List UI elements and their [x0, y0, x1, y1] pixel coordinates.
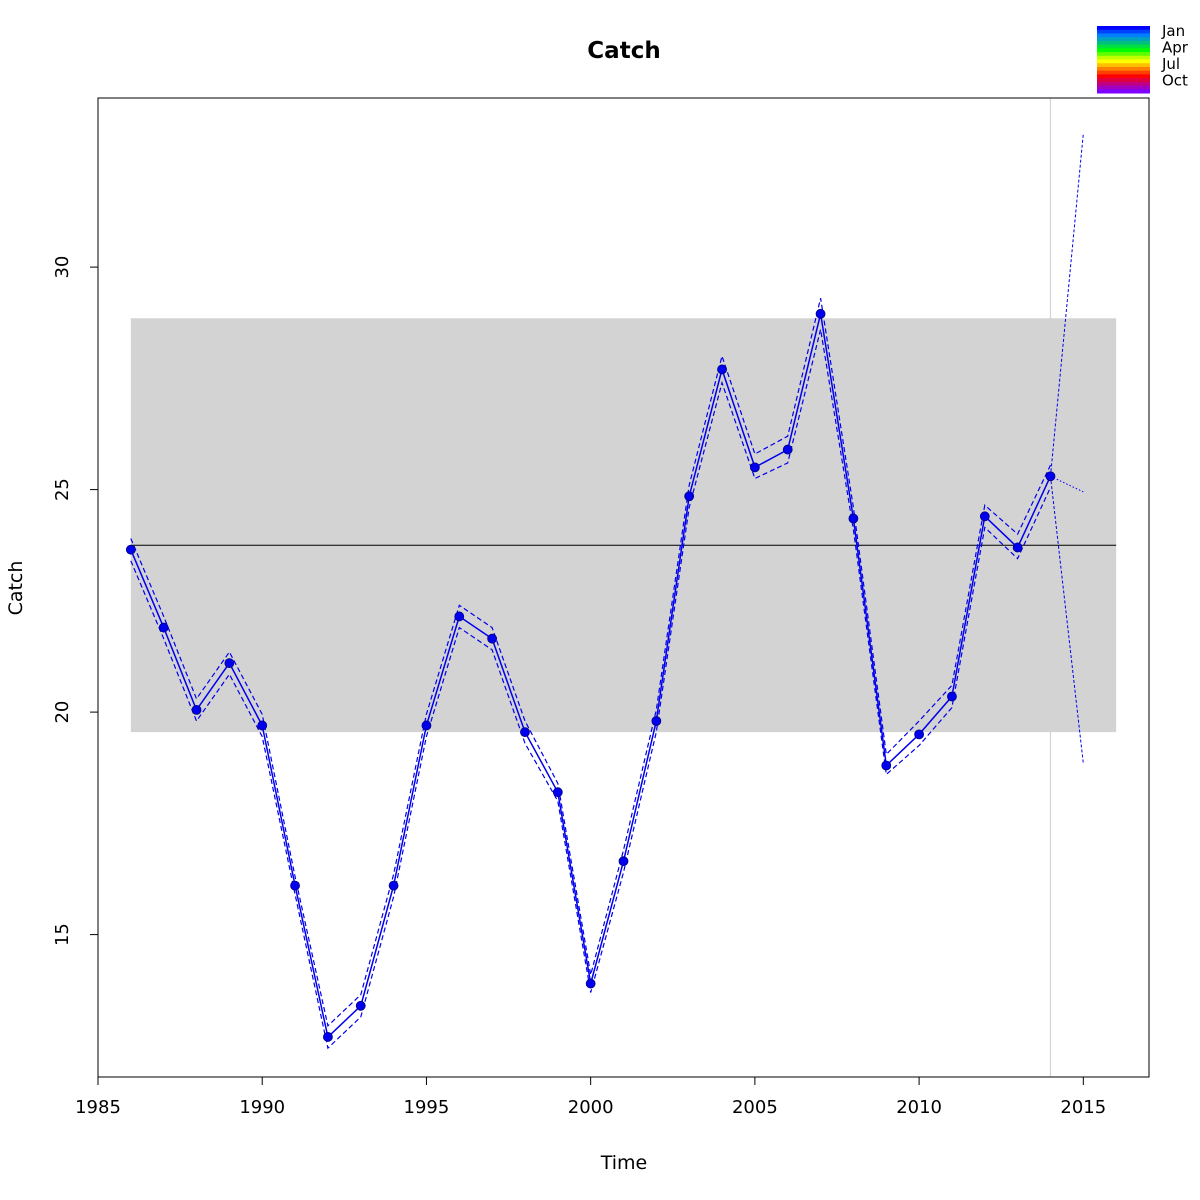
legend-color-swatch: [1097, 81, 1150, 87]
y-axis-title: Catch: [5, 561, 27, 616]
data-point: [454, 611, 465, 622]
data-point: [323, 1032, 333, 1042]
legend-color-swatch: [1097, 70, 1150, 75]
legend-color-swatch: [1097, 59, 1150, 64]
legend-color-swatch: [1097, 33, 1150, 38]
data-point: [388, 880, 399, 891]
data-point: [848, 513, 859, 524]
legend-color-swatch: [1097, 37, 1150, 42]
legend-color-swatch: [1097, 74, 1150, 79]
data-point: [717, 364, 727, 375]
legend-label: Apr: [1162, 39, 1189, 57]
data-point: [749, 462, 760, 473]
legend-color-swatch: [1097, 66, 1150, 72]
legend-label: Jan: [1161, 22, 1185, 40]
x-tick-label: 2015: [1060, 1097, 1106, 1118]
data-point: [552, 787, 563, 798]
legend-color-swatch: [1097, 78, 1150, 83]
x-tick-label: 1995: [404, 1097, 450, 1118]
data-point: [290, 880, 300, 891]
data-point: [1012, 542, 1023, 553]
data-point: [421, 720, 432, 731]
data-point: [520, 727, 530, 738]
legend-color-swatch: [1097, 44, 1150, 49]
forecast-mean-line: [1050, 475, 1084, 493]
data-point: [257, 720, 268, 731]
forecast-lower-line: [1049, 476, 1084, 764]
plot-area: 1985 1990 1995 2000 2005 2010 2015 15 20 25 30: [52, 97, 1150, 1118]
legend-color-swatch: [1097, 48, 1150, 53]
legend-color-swatch: [1097, 52, 1150, 57]
data-point: [191, 704, 202, 715]
data-point: [487, 633, 498, 644]
y-tick-label: 20: [52, 701, 73, 724]
legend-color-swatch: [1097, 26, 1150, 31]
chart-title: Catch: [587, 38, 660, 64]
legend-color-swatch: [1097, 63, 1150, 68]
x-tick-label: 1985: [75, 1097, 121, 1118]
data-point: [914, 729, 924, 740]
legend-label: Jul: [1161, 55, 1180, 73]
x-tick-label: 1990: [239, 1097, 285, 1118]
data-point: [979, 511, 990, 522]
data-point: [585, 978, 596, 989]
legend-color-swatch: [1097, 40, 1150, 46]
data-point: [158, 622, 169, 633]
x-tick-label: 2010: [896, 1097, 942, 1118]
legend-color-swatch: [1097, 29, 1150, 34]
series-lower-bound: [130, 329, 1052, 1050]
data-point: [947, 691, 957, 702]
series-upper-bound: [130, 298, 1052, 1027]
legend-color-swatch: [1097, 89, 1150, 94]
data-point: [815, 308, 826, 319]
data-point: [782, 444, 793, 455]
y-tick-label: 15: [52, 923, 73, 946]
y-tick-label: 25: [52, 478, 73, 501]
x-axis-title: Time: [600, 1152, 648, 1174]
legend-color-swatch: [1097, 55, 1150, 60]
data-point: [684, 491, 695, 502]
data-point: [125, 544, 136, 555]
forecast-upper-line: [1049, 133, 1084, 477]
data-point: [224, 658, 235, 669]
data-point: [355, 1000, 366, 1011]
data-point: [651, 716, 662, 726]
x-tick-label: 2000: [568, 1097, 614, 1118]
data-point: [618, 856, 629, 867]
legend-label: Oct: [1162, 72, 1188, 90]
x-tick-label: 2005: [732, 1097, 778, 1118]
legend-color-swatch: [1097, 85, 1150, 90]
y-tick-label: 30: [52, 256, 73, 279]
data-point: [881, 760, 892, 771]
reference-band: [130, 318, 1117, 733]
